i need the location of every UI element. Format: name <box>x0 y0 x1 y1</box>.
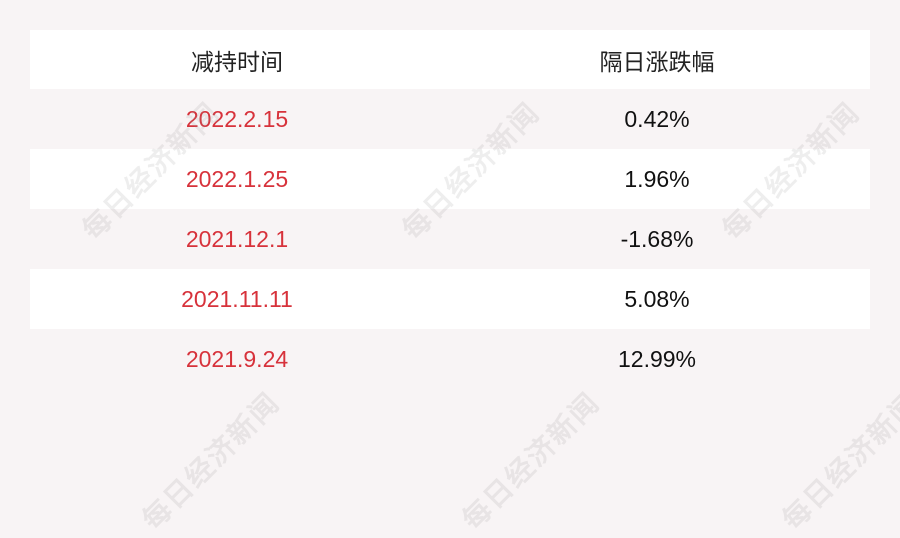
header-reduction-date: 减持时间 <box>191 48 283 75</box>
watermark: 每日经济新闻 <box>136 386 286 536</box>
change-cell: -1.68% <box>620 225 694 252</box>
date-cell: 2021.12.1 <box>185 225 289 252</box>
watermark: 每日经济新闻 <box>456 386 606 536</box>
table-row: 2021.11.11 5.08% <box>30 269 870 329</box>
date-cell: 2022.1.25 <box>185 165 289 192</box>
table-row: 2022.1.25 1.96% <box>30 149 870 209</box>
change-cell: 0.42% <box>624 105 690 132</box>
table-row: 2021.9.24 12.99% <box>30 329 870 389</box>
date-cell: 2021.9.24 <box>185 345 289 372</box>
table-row: 2021.12.1 -1.68% <box>30 209 870 269</box>
table-header: 减持时间 隔日涨跌幅 <box>30 30 870 89</box>
date-cell: 2021.11.11 <box>181 285 293 312</box>
header-next-day-change: 隔日涨跌幅 <box>599 48 715 75</box>
table-row: 2022.2.15 0.42% <box>30 89 870 149</box>
change-cell: 12.99% <box>617 345 696 372</box>
change-cell: 5.08% <box>624 285 690 312</box>
change-cell: 1.96% <box>624 165 690 192</box>
date-cell: 2022.2.15 <box>185 105 289 132</box>
watermark: 每日经济新闻 <box>776 386 900 536</box>
data-table: 减持时间 隔日涨跌幅 2022.2.15 0.42% 2022.1.25 1.9… <box>30 30 870 389</box>
